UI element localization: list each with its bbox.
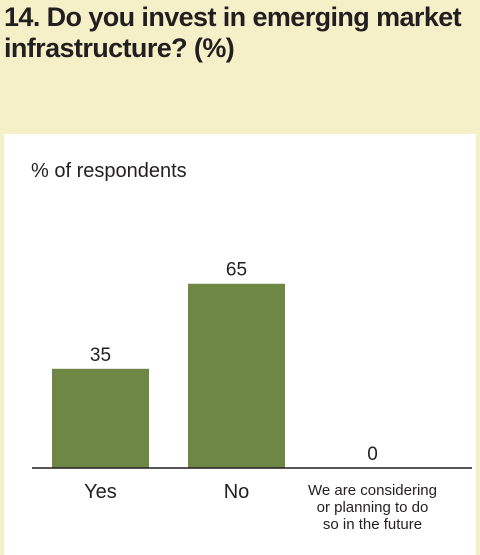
category-label-line: Yes	[84, 481, 117, 503]
category-label-line: so in the future	[323, 516, 422, 533]
y-axis-label: % of respondents	[31, 160, 187, 182]
bar-1	[188, 283, 285, 468]
chart-title: 14. Do you invest in emerging market inf…	[4, 2, 462, 63]
category-label-line: or planning to do	[317, 499, 429, 516]
bar-chart: % of respondents 35 65 0 Yes No We are consi…	[31, 160, 472, 533]
category-label-line: No	[224, 481, 250, 503]
bar-group	[52, 283, 285, 468]
value-label-1: 65	[226, 260, 247, 281]
bar-0	[52, 368, 149, 468]
category-label-1: No	[224, 481, 250, 503]
value-label-group: 35 65 0	[90, 260, 378, 465]
value-label-2: 0	[367, 444, 378, 465]
category-label-0: Yes	[84, 481, 117, 503]
category-label-line: We are considering	[308, 482, 437, 499]
value-label-0: 35	[90, 345, 111, 366]
category-label-2: We are considering or planning to do so in…	[308, 482, 437, 533]
chart-panel: % of respondents 35 65 0 Yes No We are consi…	[4, 134, 476, 555]
category-label-group: Yes No We are considering or planning to do…	[84, 481, 437, 533]
